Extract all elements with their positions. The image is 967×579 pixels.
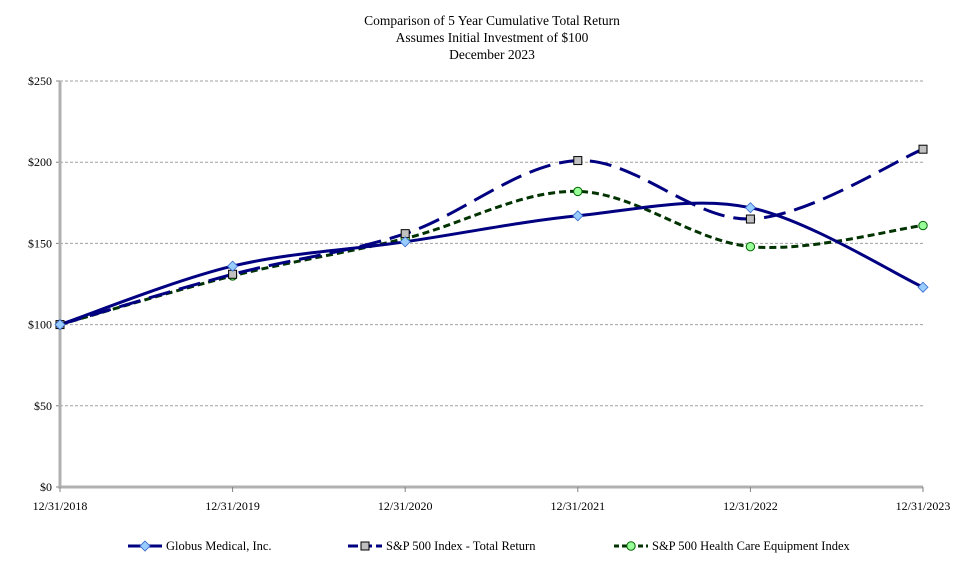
x-tick-label: 12/31/2023: [896, 499, 951, 513]
data-point-s1-3: [572, 210, 584, 222]
x-tick-labels: 12/31/2018 12/31/2019 12/31/2020 12/31/2021…: [33, 499, 951, 513]
chart-subtitle: Assumes Initial Investment of $100: [396, 30, 589, 45]
series-line-2: [59, 147, 924, 327]
y-tick-label: $100: [28, 318, 52, 332]
data-point-s3-3: [573, 186, 583, 197]
legend-label: S&P 500 Index - Total Return: [386, 539, 536, 553]
legend: Globus Medical, Inc. S&P 500 Index - Tota…: [128, 539, 851, 553]
legend-label: Globus Medical, Inc.: [166, 539, 272, 553]
series-lines: [59, 147, 924, 327]
legend-item-1: Globus Medical, Inc.: [128, 539, 272, 553]
x-tick-label: 12/31/2020: [378, 499, 433, 513]
data-point-s3-4: [745, 241, 756, 252]
data-point-s2-4: [745, 214, 755, 224]
data-point-s3-5: [918, 220, 928, 231]
axes: [56, 80, 924, 492]
series-line-3: [59, 189, 924, 327]
chart-subtitle-date: December 2023: [449, 47, 535, 62]
x-tick-label: 12/31/2021: [550, 499, 605, 513]
chart-title-block: Comparison of 5 Year Cumulative Total Re…: [364, 13, 620, 62]
chart-title: Comparison of 5 Year Cumulative Total Re…: [364, 13, 620, 28]
series-markers: [54, 144, 929, 331]
x-tick-label: 12/31/2019: [205, 499, 260, 513]
legend-swatch-marker: [360, 541, 370, 551]
gridlines: [60, 80, 923, 407]
legend-item-3: S&P 500 Health Care Equipment Index: [614, 539, 851, 553]
data-point-s1-4: [744, 202, 756, 214]
legend-label: S&P 500 Health Care Equipment Index: [652, 539, 851, 553]
y-tick-label: $250: [28, 74, 52, 88]
legend-swatch-marker: [139, 540, 151, 552]
y-tick-label: $200: [28, 155, 52, 169]
data-point-s1-0: [54, 319, 66, 331]
data-point-s2-5: [918, 144, 928, 154]
x-tick-label: 12/31/2018: [33, 499, 88, 513]
data-point-s1-1: [227, 260, 239, 272]
legend-swatch-marker: [626, 541, 636, 551]
y-tick-label: $150: [28, 236, 52, 250]
data-point-s1-5: [917, 281, 929, 293]
data-point-s2-3: [573, 156, 583, 166]
data-point-s1-2: [399, 236, 411, 248]
y-tick-label: $50: [34, 399, 52, 413]
y-tick-labels: $0 $50 $100 $150 $200 $250: [28, 74, 52, 494]
series-line-1: [59, 201, 924, 327]
x-tick-label: 12/31/2022: [723, 499, 778, 513]
y-tick-label: $0: [40, 480, 52, 494]
legend-item-2: S&P 500 Index - Total Return: [348, 539, 536, 553]
